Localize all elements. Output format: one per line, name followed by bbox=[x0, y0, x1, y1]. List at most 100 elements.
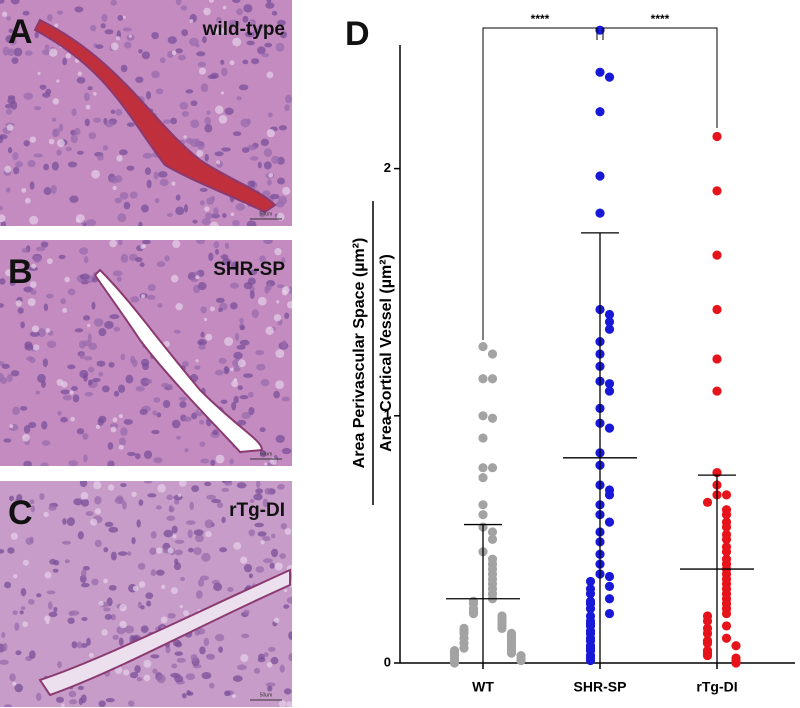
cell bbox=[165, 645, 171, 654]
cell bbox=[281, 447, 292, 455]
space bbox=[132, 585, 139, 592]
cell bbox=[89, 24, 97, 32]
cell bbox=[108, 584, 117, 591]
space bbox=[195, 275, 200, 280]
space bbox=[286, 700, 292, 707]
panel-label: A bbox=[8, 13, 33, 51]
space bbox=[87, 323, 91, 328]
space bbox=[29, 136, 37, 143]
space bbox=[93, 92, 97, 96]
cell bbox=[243, 373, 254, 378]
cell bbox=[76, 428, 85, 435]
cell bbox=[271, 155, 280, 164]
dot bbox=[702, 650, 713, 661]
dot bbox=[604, 309, 615, 320]
cell bbox=[235, 203, 246, 211]
cell bbox=[9, 37, 17, 46]
cell bbox=[167, 36, 177, 44]
dot bbox=[712, 304, 722, 315]
space bbox=[222, 5, 227, 10]
space bbox=[278, 700, 287, 707]
cell bbox=[232, 0, 241, 4]
cell bbox=[97, 154, 104, 161]
dot bbox=[702, 497, 713, 507]
cell bbox=[259, 255, 267, 263]
cell bbox=[188, 547, 194, 553]
space bbox=[62, 307, 68, 313]
cell bbox=[249, 290, 255, 299]
space bbox=[265, 326, 274, 335]
space bbox=[12, 681, 17, 686]
cell bbox=[1, 631, 6, 639]
space bbox=[45, 620, 50, 624]
cell bbox=[80, 569, 87, 578]
scale-bar-label: 50um bbox=[260, 692, 273, 698]
cell bbox=[82, 566, 90, 571]
x-tick-label: SHR-SP bbox=[574, 679, 627, 695]
cell bbox=[220, 254, 229, 260]
dot bbox=[595, 208, 605, 218]
cell bbox=[259, 427, 266, 433]
cell bbox=[11, 57, 19, 64]
cell bbox=[20, 606, 26, 611]
cell bbox=[215, 297, 225, 303]
cell bbox=[162, 399, 171, 409]
space bbox=[0, 214, 6, 223]
cell bbox=[7, 48, 15, 57]
cell bbox=[195, 590, 203, 599]
cell bbox=[109, 176, 119, 184]
cell bbox=[67, 617, 75, 624]
cell bbox=[41, 440, 51, 446]
cell bbox=[151, 70, 160, 79]
cell bbox=[239, 394, 249, 400]
panel-label: D bbox=[345, 15, 370, 53]
dot bbox=[604, 594, 615, 604]
cell bbox=[30, 289, 37, 295]
cell bbox=[98, 328, 107, 337]
cell bbox=[185, 138, 194, 144]
cell bbox=[98, 700, 106, 707]
space bbox=[240, 653, 249, 663]
cell bbox=[107, 460, 115, 466]
cell bbox=[159, 57, 166, 64]
cell bbox=[266, 283, 272, 291]
cell bbox=[15, 650, 22, 656]
cell bbox=[27, 599, 35, 605]
cell bbox=[19, 406, 28, 411]
cell bbox=[224, 690, 231, 697]
cell bbox=[29, 331, 40, 337]
cell bbox=[130, 296, 140, 303]
space bbox=[48, 138, 55, 145]
cell bbox=[60, 416, 68, 423]
space bbox=[60, 703, 65, 707]
cell bbox=[194, 534, 204, 543]
cell bbox=[113, 326, 121, 332]
cell bbox=[104, 320, 114, 329]
cell bbox=[185, 520, 196, 525]
cell bbox=[236, 96, 242, 101]
cell bbox=[142, 152, 153, 159]
dot bbox=[585, 655, 596, 666]
space bbox=[276, 212, 285, 221]
dot bbox=[478, 341, 488, 352]
cell bbox=[79, 273, 90, 280]
cell bbox=[66, 517, 75, 527]
cell bbox=[263, 652, 269, 657]
cell bbox=[12, 152, 19, 161]
space bbox=[231, 380, 239, 388]
space bbox=[95, 424, 100, 429]
cell bbox=[5, 108, 13, 115]
cell bbox=[193, 547, 202, 556]
cell bbox=[15, 161, 24, 168]
dot bbox=[731, 658, 741, 668]
cell bbox=[146, 600, 152, 607]
dot bbox=[449, 658, 460, 668]
cell bbox=[85, 510, 94, 517]
cell bbox=[230, 302, 238, 310]
cell bbox=[128, 700, 135, 707]
cell bbox=[263, 558, 273, 564]
space bbox=[172, 240, 181, 249]
cell bbox=[266, 179, 272, 186]
cell bbox=[68, 611, 75, 617]
space bbox=[157, 483, 166, 493]
